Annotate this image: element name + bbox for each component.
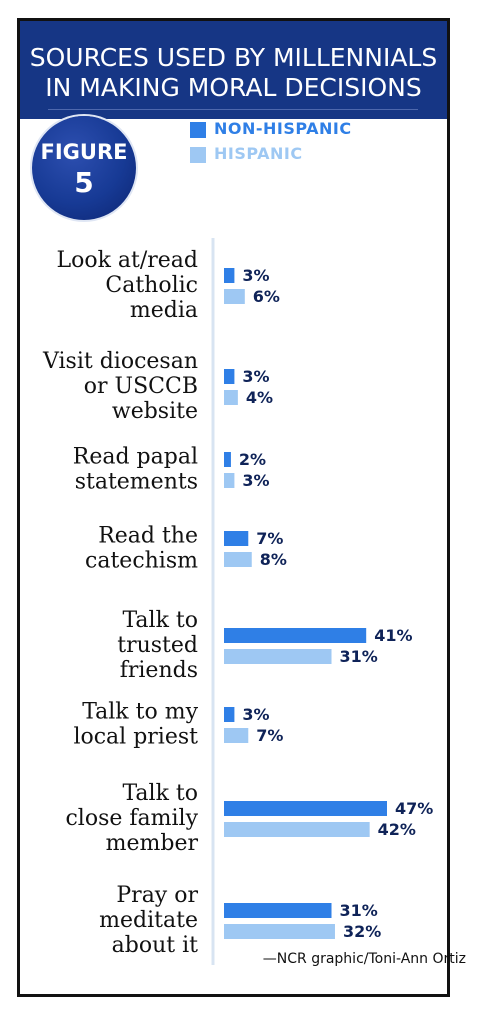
value-label: 3% [242, 705, 269, 724]
category-label: friends [120, 658, 198, 683]
value-label: 7% [256, 529, 283, 548]
bar-non-hispanic [224, 903, 332, 918]
category-label: Read papal [73, 445, 198, 470]
legend-swatch-hispanic [190, 147, 206, 163]
bar-hispanic [224, 924, 335, 939]
value-label: 4% [246, 388, 273, 407]
value-label: 47% [395, 799, 433, 818]
bar-hispanic [224, 822, 370, 837]
bar-non-hispanic [224, 452, 231, 467]
category-label: member [106, 831, 199, 856]
category-label: or USCCB [84, 374, 198, 399]
value-label: 31% [340, 647, 378, 666]
category-label: Visit diocesan [42, 349, 198, 374]
bar-hispanic [224, 728, 249, 743]
category-label: Pray or [116, 883, 198, 908]
bar-hispanic [224, 649, 332, 664]
category-label: media [130, 298, 198, 323]
value-label: 6% [253, 287, 280, 306]
bar-non-hispanic [224, 531, 249, 546]
category-label: Read the [98, 524, 198, 549]
bar-non-hispanic [224, 628, 367, 643]
value-label: 7% [256, 726, 283, 745]
category-label: Talk to [122, 608, 198, 633]
figure-badge-number: 5 [74, 166, 94, 199]
figure-badge: FIGURE 5 [32, 116, 136, 220]
header-rule [48, 109, 418, 110]
category-label: Talk to [122, 781, 198, 806]
category-label: Talk to my [82, 700, 198, 725]
category-label: Catholic [105, 273, 198, 298]
category-label: website [112, 399, 198, 424]
bar-hispanic [224, 473, 235, 488]
category-label: local priest [73, 725, 198, 750]
chart-title-line-1: SOURCES USED BY MILLENNIALS [29, 43, 438, 72]
value-label: 3% [242, 471, 269, 490]
value-label: 8% [260, 550, 287, 569]
legend-swatch-non-hispanic [190, 122, 206, 138]
value-label: 3% [242, 367, 269, 386]
bar-non-hispanic [224, 268, 235, 283]
credit-line: —NCR graphic/Toni-Ann Ortiz [262, 951, 466, 967]
bar-hispanic [224, 552, 252, 567]
chart-title-line-2: IN MAKING MORAL DECISIONS [45, 73, 422, 102]
bar-non-hispanic [224, 369, 235, 384]
legend-label-non-hispanic: NON-HISPANIC [214, 119, 352, 138]
category-label: close family [65, 806, 198, 831]
category-label: statements [75, 470, 198, 495]
category-label: about it [112, 933, 198, 958]
legend-label-hispanic: HISPANIC [214, 144, 303, 163]
bar-hispanic [224, 390, 238, 405]
category-label: catechism [85, 549, 198, 574]
category-label: trusted [117, 633, 198, 658]
category-label: meditate [99, 908, 198, 933]
bar-hispanic [224, 289, 245, 304]
value-label: 41% [374, 626, 412, 645]
bar-non-hispanic [224, 707, 235, 722]
value-label: 32% [343, 922, 381, 941]
value-label: 3% [242, 266, 269, 285]
value-label: 31% [340, 901, 378, 920]
bar-non-hispanic [224, 801, 387, 816]
value-label: 42% [378, 820, 416, 839]
title-banner: SOURCES USED BY MILLENNIALS IN MAKING MO… [20, 21, 447, 119]
category-label: Look at/read [56, 248, 198, 273]
figure-badge-word: FIGURE [40, 140, 128, 164]
value-label: 2% [239, 450, 266, 469]
